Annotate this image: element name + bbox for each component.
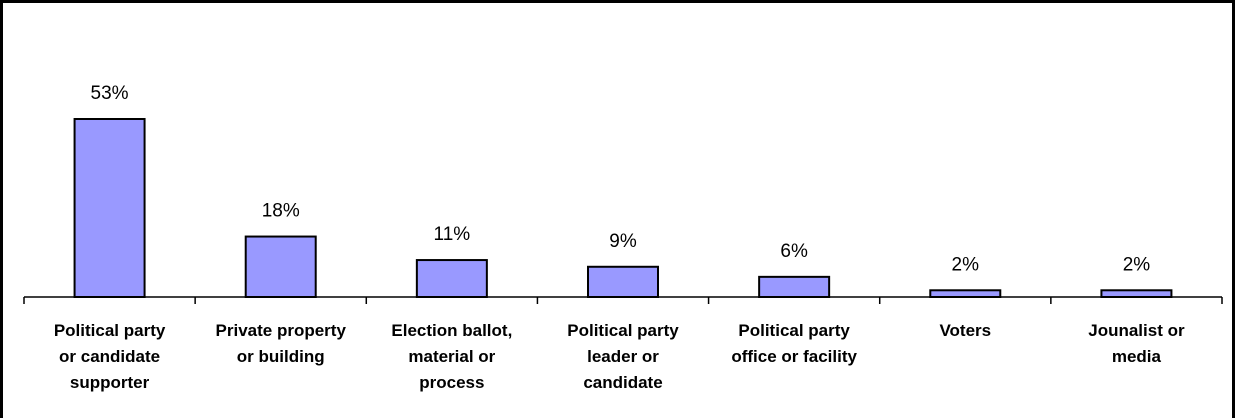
x-axis-ticks [23,297,1223,304]
category-label: Private property or building [216,321,347,366]
bar [929,289,1002,299]
category-label: Political party office or facility [731,321,857,366]
bar [415,259,488,299]
bar-value-label: 11% [434,224,471,245]
bar-value-label: 53% [91,83,129,104]
bars-group [73,118,1173,299]
bar [1100,289,1173,299]
category-labels-group: Political party or candidate supporter Priv… [54,321,1185,392]
category-label: Political party or candidate supporter [54,321,166,392]
bar [244,235,317,298]
category-label: Jounalist or media [1088,321,1185,366]
bar [587,265,659,299]
bar-value-label: 9% [609,231,637,252]
value-labels-group: 53% 18% 11% 9% 6% 2% 2% [91,83,1151,275]
bar [73,118,146,298]
category-label: Election ballot, material or process [391,321,512,392]
bar-value-label: 2% [1123,254,1151,275]
bar-value-label: 2% [952,254,980,275]
category-label: Voters [939,321,991,340]
bar [758,275,831,299]
bar-value-label: 6% [780,241,808,262]
bar-value-label: 18% [262,201,300,222]
category-label: Political party leader or candidate [567,321,679,392]
